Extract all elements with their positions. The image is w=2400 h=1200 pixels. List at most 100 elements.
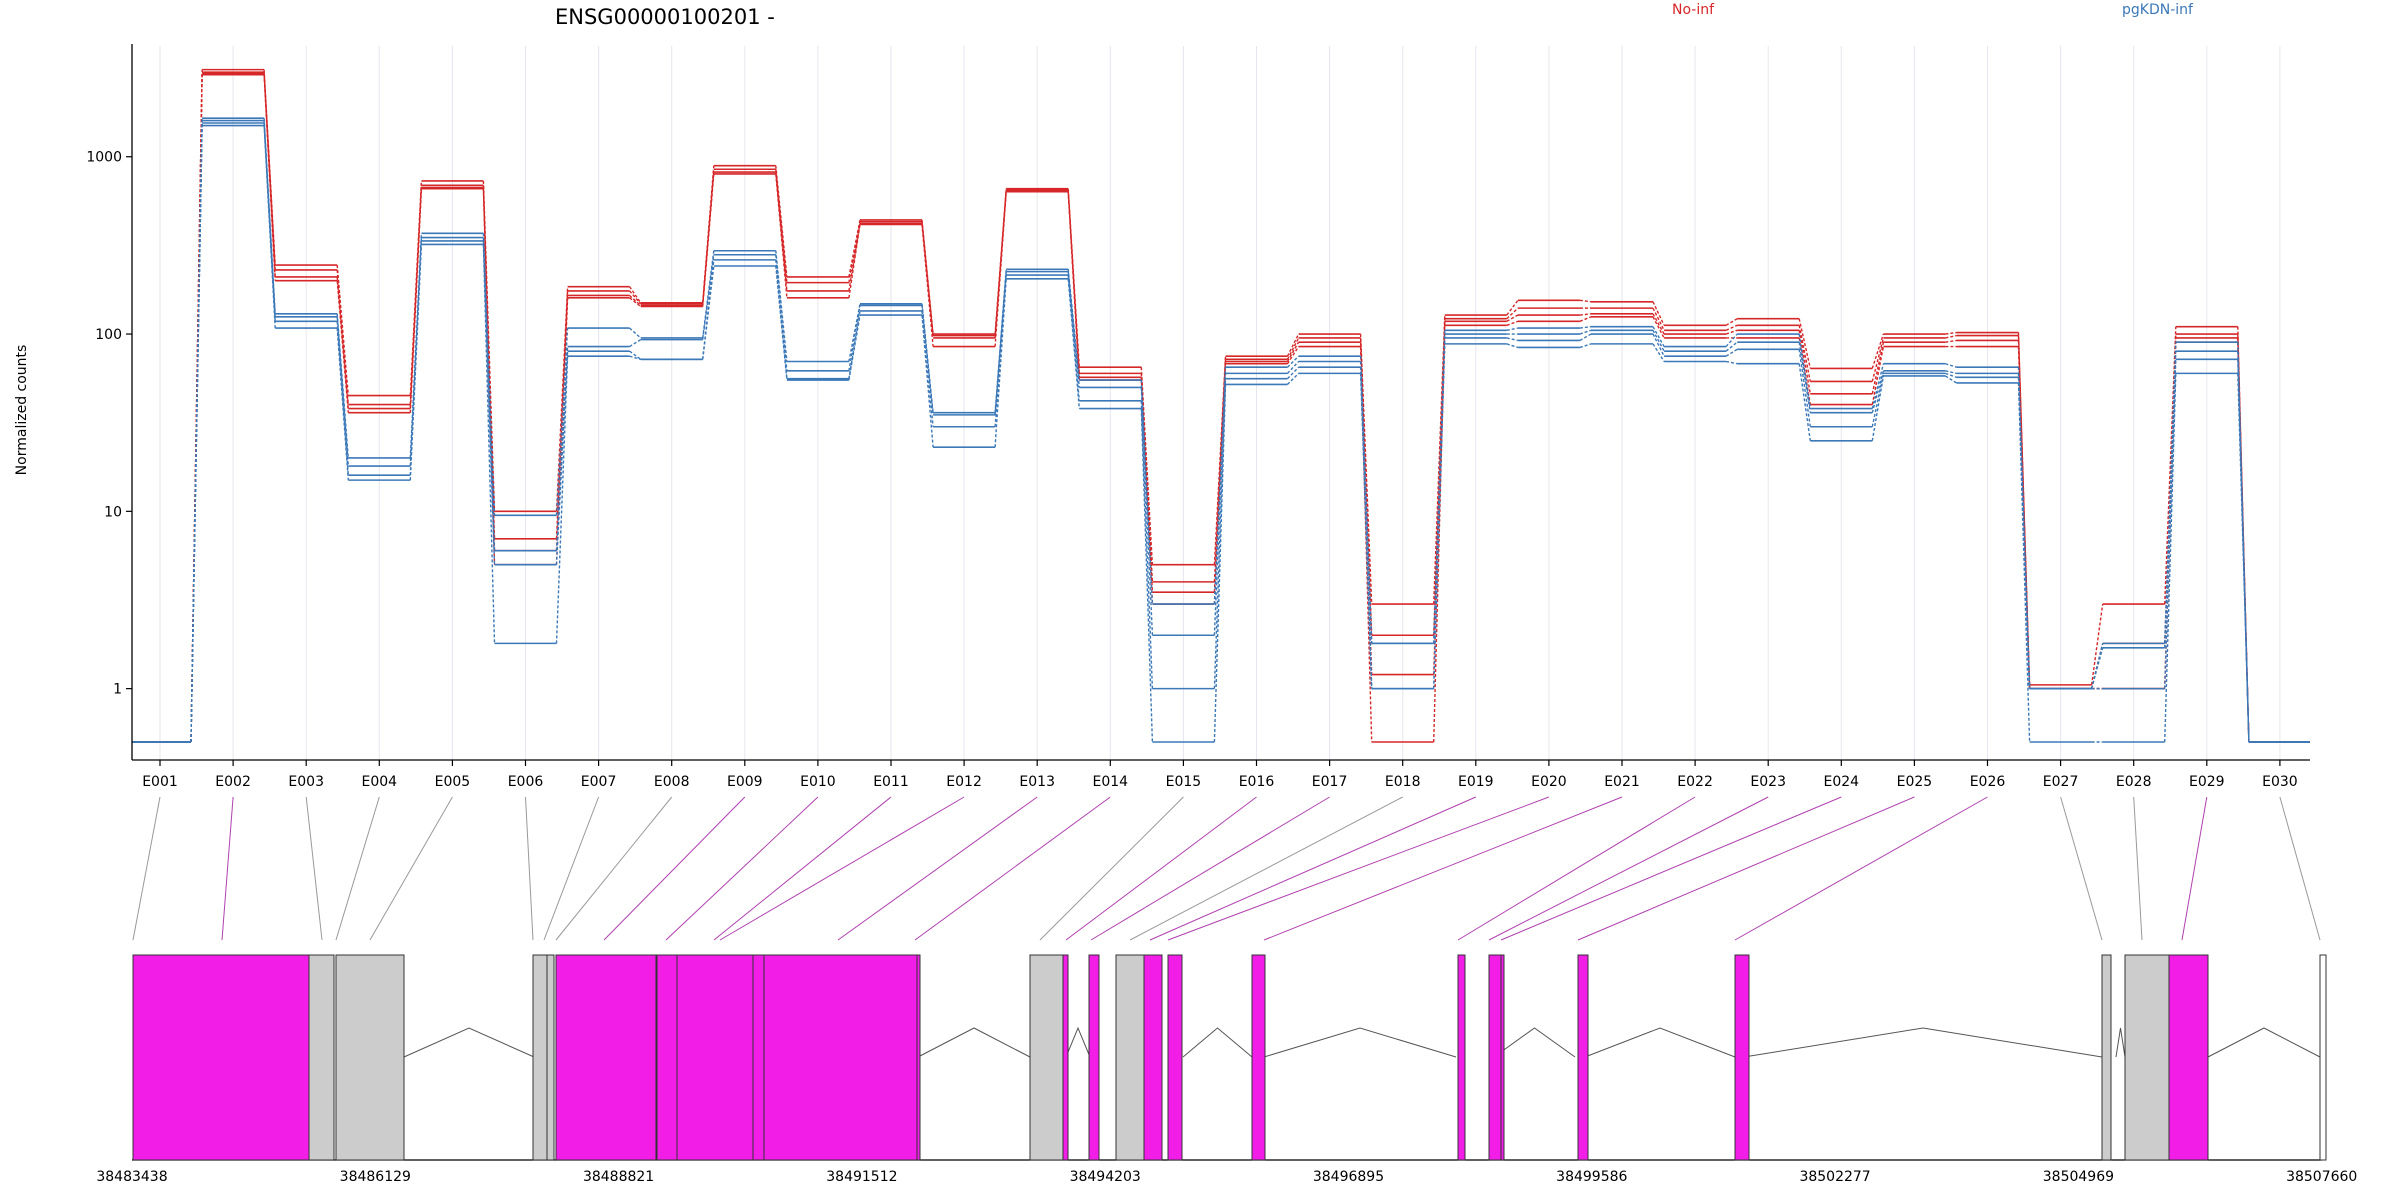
series-4-link-e019 bbox=[1506, 327, 1519, 331]
x-tick-label-e021: E021 bbox=[1604, 774, 1640, 790]
x-tick-label-e016: E016 bbox=[1239, 774, 1275, 790]
series-3-link-e010 bbox=[848, 224, 861, 298]
series-5-link-e024 bbox=[1871, 370, 1885, 413]
series-7-link-e007 bbox=[629, 355, 641, 361]
series-5-link-e010 bbox=[848, 305, 861, 371]
series-6-link-e021 bbox=[1652, 333, 1665, 357]
x-tick-label-e004: E004 bbox=[362, 774, 398, 790]
x-tick-label-e022: E022 bbox=[1677, 774, 1713, 790]
y-tick-label-1: 1 bbox=[113, 682, 122, 698]
exon-box-18 bbox=[1251, 954, 1266, 1161]
genomic-coordinate-38494203: 38494203 bbox=[1070, 1169, 1141, 1185]
series-3-link-e018 bbox=[1433, 325, 1446, 743]
series-4-link-e021 bbox=[1652, 326, 1665, 347]
exon-box-4 bbox=[532, 954, 548, 1161]
exon-box-1 bbox=[132, 954, 310, 1161]
grid-lines bbox=[159, 46, 2281, 760]
intron-10 bbox=[2207, 1027, 2321, 1058]
exon-box-24 bbox=[2101, 954, 2112, 1161]
series-3-link-e019 bbox=[1506, 320, 1519, 326]
series-5-link-e012 bbox=[994, 271, 1007, 415]
legend-entry-no-inf: No-inf bbox=[1672, 2, 1715, 18]
series-7-link-e018 bbox=[1433, 343, 1446, 689]
x-tick-label-e010: E010 bbox=[800, 774, 836, 790]
exon-box-21 bbox=[1500, 954, 1505, 1161]
series-5-link-e020 bbox=[1579, 329, 1592, 335]
connector-e005 bbox=[369, 796, 453, 941]
intron-2 bbox=[917, 1027, 1031, 1058]
series-3-link-e008 bbox=[702, 173, 715, 307]
exon-box-20 bbox=[1488, 954, 1502, 1161]
intron-5 bbox=[1263, 1027, 1457, 1058]
connector-e026 bbox=[1734, 796, 1988, 941]
series-0-no-inf bbox=[132, 68, 2310, 743]
series-3-link-e005 bbox=[482, 188, 496, 565]
series-7-link-e024 bbox=[1871, 375, 1885, 441]
y-tick-label-1000: 1000 bbox=[86, 150, 122, 166]
connector-e020 bbox=[1167, 796, 1550, 941]
series-7-link-e021 bbox=[1652, 343, 1665, 362]
x-tick-label-e015: E015 bbox=[1166, 774, 1202, 790]
series-1-link-e017 bbox=[1359, 337, 1373, 636]
series-7-link-e019 bbox=[1506, 343, 1519, 349]
x-tick-label-e030: E030 bbox=[2262, 774, 2298, 790]
x-tick-label-e003: E003 bbox=[288, 774, 324, 790]
exon-box-5 bbox=[546, 954, 555, 1161]
x-tick-label-e026: E026 bbox=[1970, 774, 2006, 790]
series-6-link-e015 bbox=[1213, 378, 1227, 689]
connector-e001 bbox=[132, 796, 161, 941]
series-0-link-e024 bbox=[1871, 333, 1885, 369]
genomic-coordinate-38486129: 38486129 bbox=[340, 1169, 411, 1185]
series-2-no-inf bbox=[132, 72, 2310, 743]
series-3-link-e012 bbox=[994, 191, 1007, 347]
series-1-link-e007 bbox=[629, 290, 642, 305]
intron-6 bbox=[1493, 1027, 1576, 1058]
connector-e014 bbox=[914, 796, 1111, 941]
series-4-link-e012 bbox=[994, 269, 1007, 413]
series-0-link-e027 bbox=[2090, 603, 2104, 685]
connector-e011 bbox=[713, 796, 892, 941]
series-1-no-inf bbox=[132, 71, 2310, 743]
exon-box-17 bbox=[1167, 954, 1183, 1161]
series-2-link-e020 bbox=[1579, 313, 1592, 316]
series-4-link-e016 bbox=[1287, 355, 1300, 368]
series-7-link-e012 bbox=[994, 278, 1007, 448]
axes: 1 10 100 1000 E001 E002 E003 E004 E005 E006 E007 E0… bbox=[86, 44, 2310, 790]
series-7-link-e005 bbox=[482, 244, 496, 644]
series-5-link-e016 bbox=[1286, 361, 1300, 374]
series-4-link-e007 bbox=[629, 327, 642, 339]
series-5-link-e026 bbox=[2017, 373, 2031, 689]
series-7-link-e017 bbox=[1359, 373, 1373, 689]
connector-e019 bbox=[1149, 796, 1477, 941]
x-tick-label-e007: E007 bbox=[581, 774, 617, 790]
x-tick-label-e023: E023 bbox=[1750, 774, 1786, 790]
exon-box-19 bbox=[1457, 954, 1466, 1161]
series-6-link-e024 bbox=[1871, 373, 1885, 427]
series-3-link-e002 bbox=[263, 74, 276, 281]
genomic-coordinate-38499586: 38499586 bbox=[1556, 1169, 1627, 1185]
x-tick-label-e008: E008 bbox=[654, 774, 690, 790]
series-0-link-e007 bbox=[629, 286, 642, 304]
series-1-link-e023 bbox=[1798, 325, 1811, 382]
connector-e004 bbox=[335, 796, 380, 941]
series-5-link-e011 bbox=[921, 305, 934, 415]
series-7-link-e009 bbox=[775, 265, 788, 381]
series-0-link-e021 bbox=[1652, 301, 1665, 326]
exon-box-11 bbox=[916, 954, 921, 1161]
series-7-link-e011 bbox=[921, 314, 934, 448]
series-3-link-e016 bbox=[1286, 346, 1300, 365]
connector-e002 bbox=[221, 796, 234, 941]
y-axis-label: Normalized counts bbox=[14, 345, 30, 476]
series-1-link-e022 bbox=[1725, 324, 1738, 331]
series-6-link-e022 bbox=[1725, 348, 1738, 357]
x-tick-label-e028: E028 bbox=[2116, 774, 2152, 790]
connector-e015 bbox=[1039, 796, 1184, 941]
exon-box-terminal bbox=[2319, 954, 2327, 1161]
connector-e018 bbox=[1129, 796, 1403, 941]
series-2-link-e016 bbox=[1286, 341, 1300, 362]
series-3-link-e006 bbox=[555, 297, 569, 565]
x-tick-label-e025: E025 bbox=[1897, 774, 1933, 790]
genomic-coordinate-38502277: 38502277 bbox=[1799, 1169, 1870, 1185]
connector-e006 bbox=[525, 796, 534, 941]
series-2-link-e023 bbox=[1798, 330, 1811, 394]
